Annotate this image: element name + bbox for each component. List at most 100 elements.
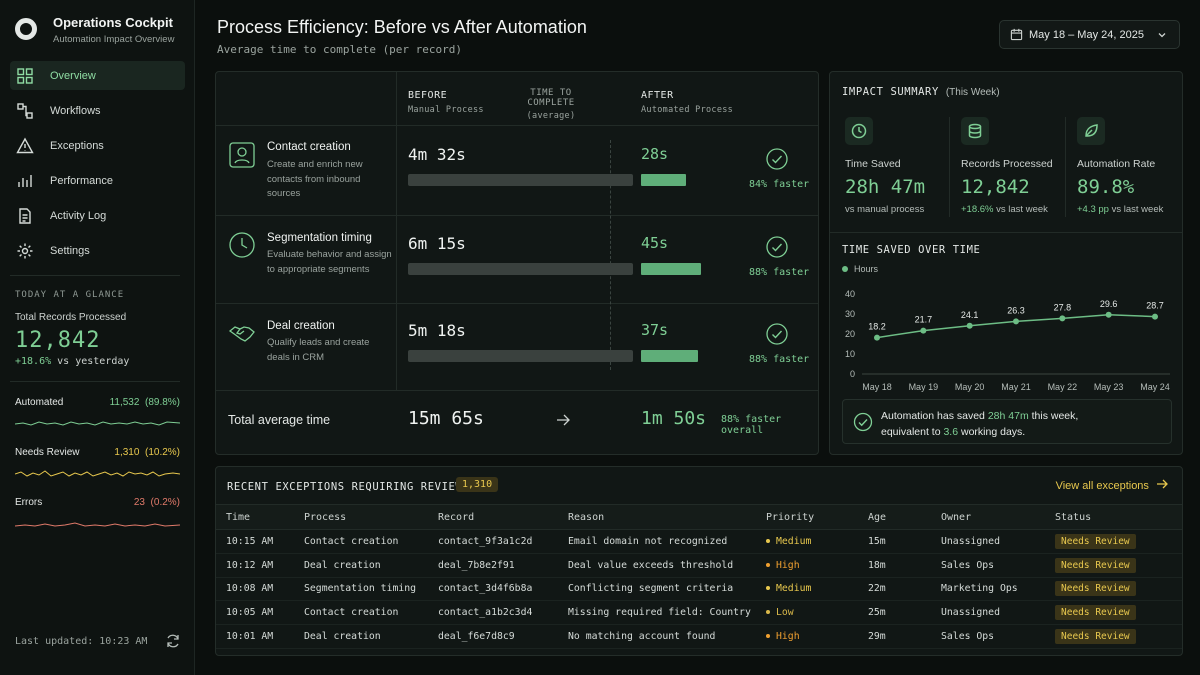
x-tick-label: May 18 [862,382,892,392]
before-time: 5m 18s [408,321,466,340]
before-time: 6m 15s [408,234,466,253]
table-cell-process: Segmentation timing [304,577,438,602]
faster-label: 88% faster [749,267,810,278]
kpi-caption: +18.6% vs last week [961,204,1048,215]
table-cell-status: Needs Review [1055,624,1182,649]
table-row[interactable]: 10:05 AM Contact creation contact_a1b2c3d4… [216,600,1182,626]
app-subtitle: Automation Impact Overview [53,34,175,45]
table-cell-age: 18m [868,553,941,578]
table-header-row: Time Process Record Reason Priority Age … [216,504,1182,530]
contact-card-icon [229,142,255,168]
stat-label: Needs Review [15,447,80,458]
after-time: 37s [641,321,669,339]
savings-note-text: Automation has saved 28h 47m this week, … [881,410,1079,438]
kpi-caption: vs manual process [845,204,925,215]
kpi-value: 28h 47m [845,176,926,198]
exceptions-title: RECENT EXCEPTIONS REQUIRING REVIEW [227,481,463,493]
priority-dot [766,634,770,639]
sidebar-item-label: Workflows [50,104,101,117]
sidebar-item-label: Activity Log [50,209,107,222]
sidebar-item-performance[interactable]: Performance [10,166,185,195]
glance-total-value: 12,842 [15,328,101,353]
page-subtitle: Average time to complete (per record) [217,43,463,56]
table-row[interactable]: 10:12 AM Deal creation deal_7b8e2f91 Deal v… [216,553,1182,578]
priority-dot [766,562,770,567]
kpi-time-saved: Time Saved 28h 47m vs manual process [845,117,955,215]
total-faster: 88% faster overall [721,414,782,436]
stat-label: Errors [15,497,43,508]
status-badge: Needs Review [1055,581,1136,597]
table-cell-process: Deal creation [304,553,438,578]
after-header: AFTER Automated Process [641,90,734,115]
table-cell-priority: High [766,624,868,649]
glance-heading: TODAY AT A GLANCE [15,290,125,300]
status-badge: Needs Review [1055,557,1136,573]
table-cell-status: Needs Review [1055,553,1182,578]
arrow-right-icon [557,414,570,426]
divider [1065,117,1066,217]
table-row[interactable]: 10:01 AM Deal creation deal_f6e7d8c9 No mat… [216,624,1182,649]
process-description: Evaluate behavior and assign to appropri… [267,249,392,275]
table-cell-time: 10:01 AM [216,624,304,649]
data-label: 28.7 [1146,301,1164,311]
process-name: Segmentation timing [267,232,372,244]
legend-swatch [842,266,848,272]
sidebar-item-settings[interactable]: Settings [10,236,185,265]
kpi-caption: +4.3 pp vs last week [1077,204,1164,215]
arrow-right-icon [1157,479,1168,489]
logo-icon [15,18,37,40]
clock-icon [851,123,867,139]
divider [216,390,818,391]
priority-dot [766,538,770,543]
last-updated: Last updated: 10:23 AM [15,636,148,647]
data-point [874,334,880,341]
sidebar-item-overview[interactable]: Overview [10,61,185,90]
data-point [1013,318,1019,325]
table-row[interactable]: 10:15 AM Contact creation contact_9f3a1c2d… [216,529,1182,554]
divider [949,117,950,217]
sidebar-item-exceptions[interactable]: Exceptions [10,131,185,160]
sidebar-nav: Overview Workflows Exceptions Performanc… [10,61,185,271]
process-description: Qualify leads and create deals in CRM [267,337,370,363]
bar-chart-icon [18,174,32,187]
time-saved-chart: 0 10 20 30 40 May 18 May 19 May 20 May 21 May 22 M… [845,289,1170,392]
table-cell-priority: Low [766,600,868,626]
stat-pct: (10.2%) [144,447,180,458]
status-badge: Needs Review [1055,629,1136,645]
table-cell-status: Needs Review [1055,577,1182,602]
after-bar [641,263,701,275]
database-icon [968,123,982,139]
total-before: 15m 65s [408,408,484,429]
table-cell-time: 10:15 AM [216,529,304,554]
document-icon [19,207,31,224]
sidebar-item-workflows[interactable]: Workflows [10,96,185,125]
warning-icon [16,137,34,153]
kpi-automation-rate: Automation Rate 89.8% +4.3 pp vs last we… [1077,117,1187,215]
y-tick-label: 30 [845,309,855,319]
after-bar [641,174,686,186]
priority-dot [766,610,770,615]
x-tick-label: May 22 [1048,382,1078,392]
after-time: 45s [641,234,669,252]
review-sparkline [15,470,180,477]
divider [10,381,180,382]
sidebar-item-activity-log[interactable]: Activity Log [10,201,185,230]
date-range-picker[interactable]: May 18 – May 24, 2025 [999,20,1180,49]
data-point [966,322,973,329]
y-tick-label: 20 [845,329,855,339]
handshake-icon [228,326,255,342]
x-tick-label: May 20 [955,382,985,392]
refresh-icon[interactable] [165,633,181,649]
y-tick-label: 40 [845,289,855,299]
data-point [1105,311,1112,318]
time-header: TIME TO COMPLETE (average) [526,88,576,121]
total-after: 1m 50s [641,408,707,429]
page-title: Process Efficiency: Before vs After Auto… [217,17,587,37]
view-all-exceptions-link[interactable]: View all exceptions [1056,479,1168,492]
stat-value: 23 [133,497,145,508]
calendar-icon [1010,28,1023,41]
stat-errors: Errors 23 (0.2%) [15,497,180,532]
table-row[interactable]: 10:08 AM Segmentation timing contact_3d4f6… [216,577,1182,602]
table-cell-process: Contact creation [304,600,438,626]
chevron-down-icon [1158,32,1166,37]
